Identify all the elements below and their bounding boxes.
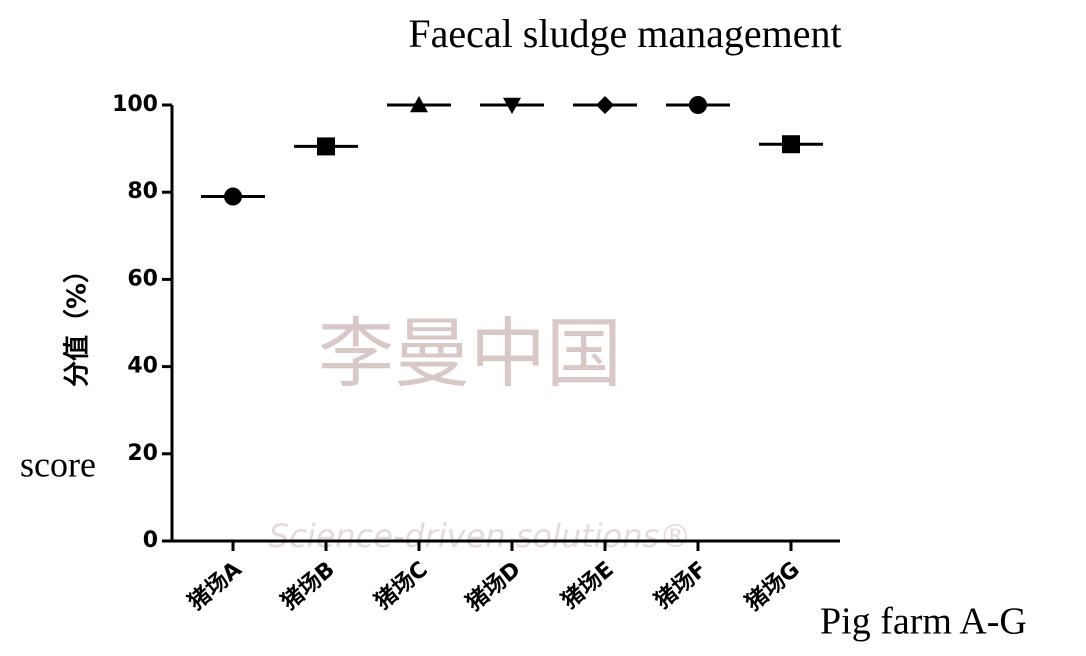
- y-tick-label: 40: [127, 354, 158, 379]
- marker: [224, 187, 242, 206]
- watermark: 李曼中国: [318, 309, 622, 398]
- y-tick-label: 100: [112, 92, 158, 117]
- chart-title: Faecal sludge management: [408, 11, 841, 56]
- y-tick-label: 80: [127, 179, 158, 204]
- marker: [782, 135, 800, 154]
- x-tick-label: 猪场F: [650, 556, 712, 614]
- x-tick-label: 猪场G: [740, 556, 804, 616]
- y-axis-label: 分值（%）: [63, 257, 93, 387]
- x-tick-label: 猪场E: [557, 556, 619, 614]
- marker: [596, 96, 614, 114]
- annotation: Pig farm A-G: [820, 601, 1027, 643]
- annotation: score: [20, 444, 96, 484]
- x-tick-label: 猪场A: [183, 556, 246, 615]
- marker: [317, 137, 335, 156]
- watermark: Science-driven solutions®: [269, 517, 691, 555]
- x-tick-label: 猪场D: [461, 556, 525, 616]
- marker: [410, 96, 428, 113]
- y-tick-label: 20: [127, 441, 158, 466]
- marker: [689, 96, 707, 114]
- x-tick-label: 猪场C: [370, 556, 433, 615]
- y-tick-label: 60: [127, 266, 158, 291]
- x-tick-label: 猪场B: [276, 556, 339, 615]
- y-tick-label: 0: [143, 528, 158, 553]
- marker: [503, 97, 521, 114]
